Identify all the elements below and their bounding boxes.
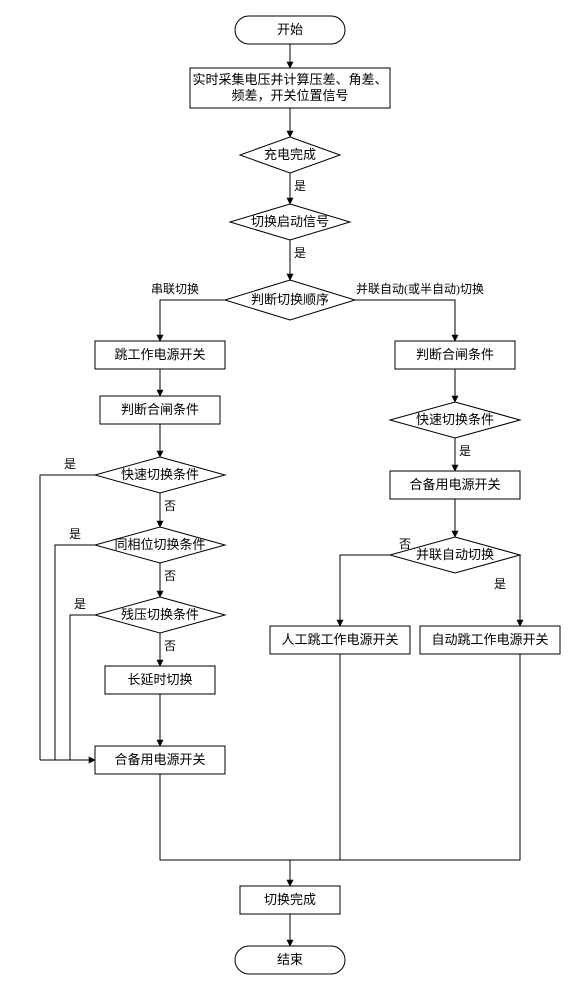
svg-text:合备用电源开关: 合备用电源开关 <box>114 752 205 767</box>
svg-text:判断合闸条件: 判断合闸条件 <box>416 347 494 362</box>
node-order: 判断切换顺序 <box>225 280 355 320</box>
svg-text:是: 是 <box>494 577 506 591</box>
node-l_residual: 残压切换条件 <box>95 597 225 633</box>
node-r_autotrip: 自动跳工作电源开关 <box>420 626 560 654</box>
svg-text:否: 否 <box>164 639 176 653</box>
svg-text:是: 是 <box>459 444 471 458</box>
node-startsig: 切换启动信号 <box>230 204 350 240</box>
node-l_delay: 长延时切换 <box>105 666 215 694</box>
node-r_close: 判断合闸条件 <box>395 341 515 369</box>
node-end: 结束 <box>235 946 345 974</box>
svg-text:自动跳工作电源开关: 自动跳工作电源开关 <box>431 632 548 647</box>
svg-text:是: 是 <box>64 457 76 471</box>
svg-text:快速切换条件: 快速切换条件 <box>416 412 494 427</box>
node-r_merge: 合备用电源开关 <box>390 471 520 499</box>
node-done: 切换完成 <box>240 886 340 914</box>
node-l_trip: 跳工作电源开关 <box>95 341 225 369</box>
node-collect: 实时采集电压并计算压差、角差、频差，开关位置信号 <box>190 68 390 108</box>
svg-text:残压切换条件: 残压切换条件 <box>121 607 199 622</box>
node-start: 开始 <box>235 16 345 44</box>
svg-text:结束: 结束 <box>277 952 303 967</box>
svg-text:跳工作电源开关: 跳工作电源开关 <box>114 347 205 362</box>
svg-text:否: 否 <box>164 569 176 583</box>
svg-text:快速切换条件: 快速切换条件 <box>121 467 199 482</box>
svg-text:串联切换: 串联切换 <box>151 282 199 296</box>
svg-text:充电完成: 充电完成 <box>264 147 316 162</box>
svg-text:开始: 开始 <box>277 22 303 37</box>
svg-text:是: 是 <box>294 179 306 193</box>
svg-text:判断合闸条件: 判断合闸条件 <box>121 402 199 417</box>
svg-text:并联自动切换: 并联自动切换 <box>416 547 494 562</box>
svg-text:是: 是 <box>294 246 306 260</box>
svg-text:是: 是 <box>74 597 86 611</box>
svg-text:频差，开关位置信号: 频差，开关位置信号 <box>231 88 348 103</box>
node-l_merge: 合备用电源开关 <box>95 746 225 774</box>
node-l_fast: 快速切换条件 <box>95 457 225 493</box>
node-charged: 充电完成 <box>240 137 340 173</box>
node-r_manual: 人工跳工作电源开关 <box>270 626 410 654</box>
svg-text:合备用电源开关: 合备用电源开关 <box>409 477 500 492</box>
svg-text:否: 否 <box>164 499 176 513</box>
svg-text:实时采集电压并计算压差、角差、: 实时采集电压并计算压差、角差、 <box>192 72 387 87</box>
svg-text:切换启动信号: 切换启动信号 <box>251 214 329 229</box>
svg-text:并联自动(或半自动)切换: 并联自动(或半自动)切换 <box>356 282 484 296</box>
node-l_close: 判断合闸条件 <box>100 396 220 424</box>
svg-text:切换完成: 切换完成 <box>264 892 316 907</box>
svg-text:同相位切换条件: 同相位切换条件 <box>114 537 205 552</box>
svg-text:否: 否 <box>399 537 411 551</box>
node-r_fast: 快速切换条件 <box>390 402 520 438</box>
svg-text:是: 是 <box>69 527 81 541</box>
node-l_phase: 同相位切换条件 <box>95 527 225 563</box>
svg-text:判断切换顺序: 判断切换顺序 <box>251 292 329 307</box>
svg-text:长延时切换: 长延时切换 <box>127 672 192 687</box>
svg-text:人工跳工作电源开关: 人工跳工作电源开关 <box>281 632 398 647</box>
flowchart-canvas: 开始实时采集电压并计算压差、角差、频差，开关位置信号充电完成切换启动信号判断切换… <box>0 0 580 1000</box>
